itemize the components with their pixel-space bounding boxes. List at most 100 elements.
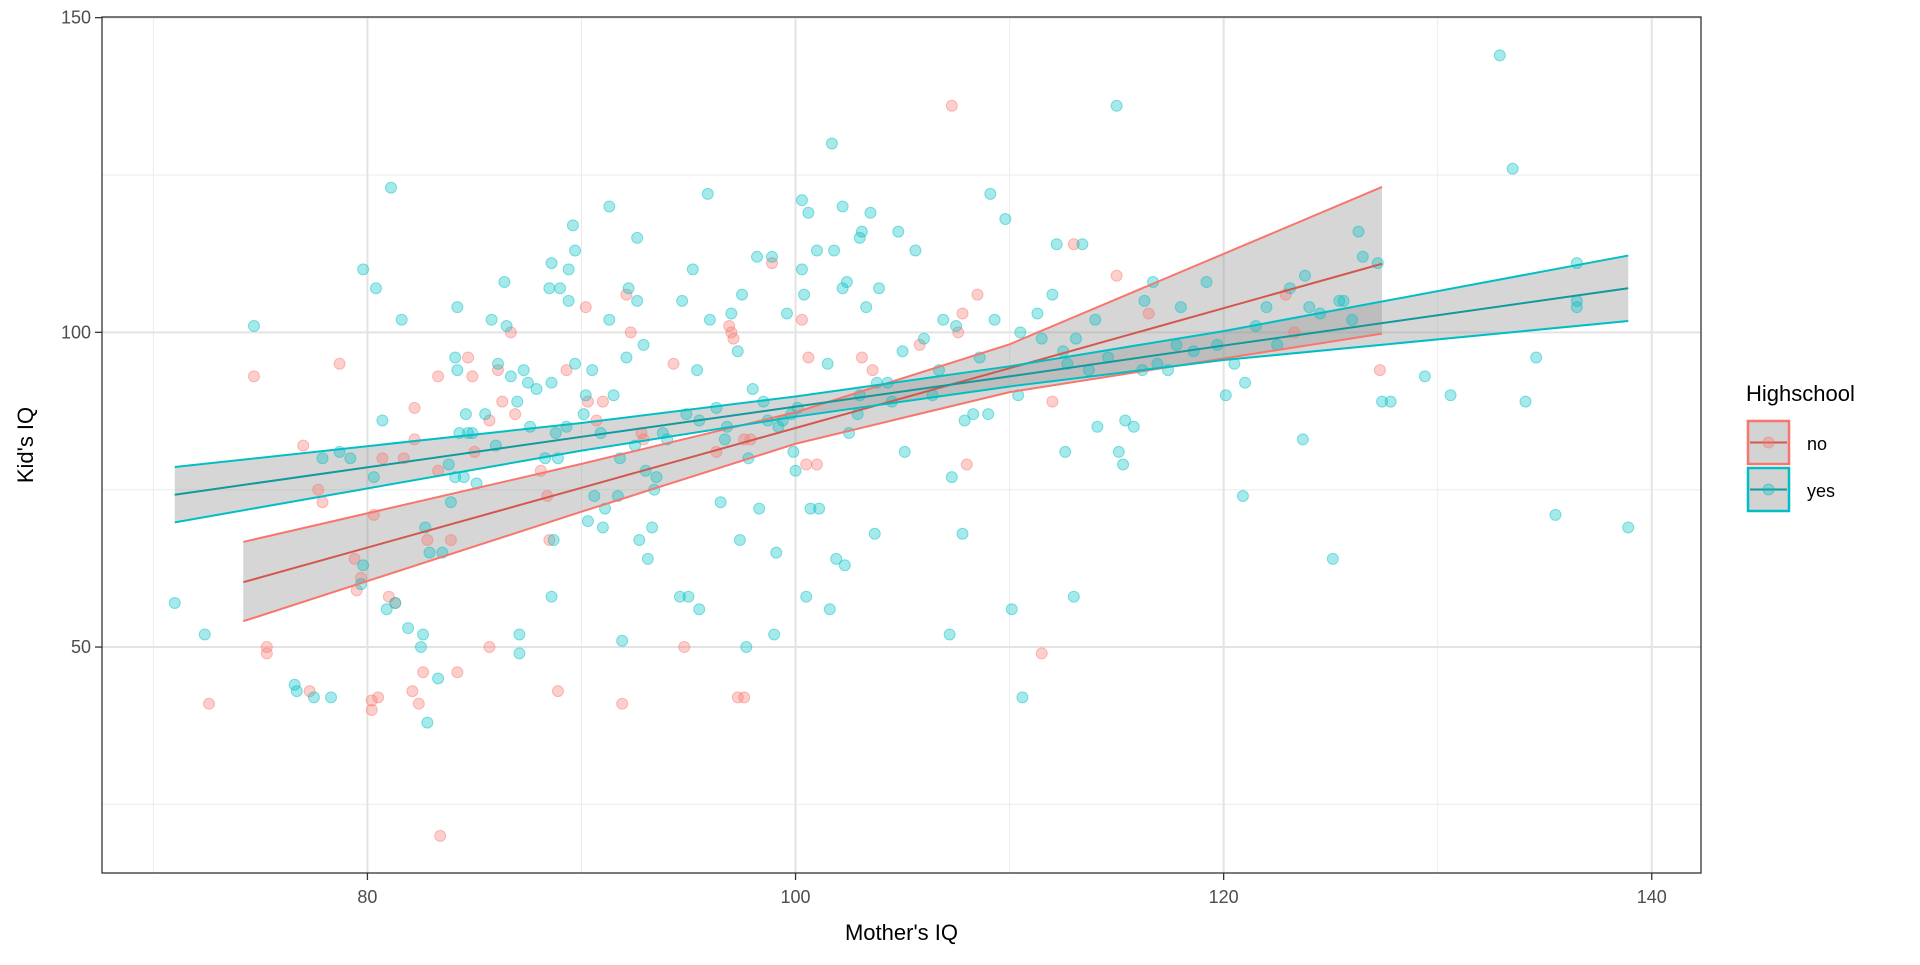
- ci-upper-line-no: [243, 186, 1383, 543]
- data-point-no: [551, 685, 564, 698]
- data-point-yes: [1112, 445, 1125, 458]
- data-point-yes: [896, 345, 909, 358]
- data-point-no: [509, 408, 522, 421]
- data-point-yes: [547, 534, 560, 547]
- data-point-yes: [853, 231, 866, 244]
- data-point-yes: [1506, 162, 1519, 175]
- data-point-yes: [780, 307, 793, 320]
- data-point-yes: [892, 225, 905, 238]
- data-point-yes: [828, 244, 841, 257]
- data-point-yes: [1110, 99, 1123, 112]
- data-point-yes: [751, 250, 764, 263]
- data-point-no: [483, 641, 496, 654]
- data-point-yes: [457, 471, 470, 484]
- data-point-yes: [984, 187, 997, 200]
- data-point-yes: [554, 282, 567, 295]
- data-point-yes: [566, 219, 579, 232]
- data-point-yes: [357, 263, 370, 276]
- data-point-yes: [395, 313, 408, 326]
- data-point-yes: [511, 395, 524, 408]
- data-point-yes: [579, 389, 592, 402]
- data-point-yes: [1418, 370, 1431, 383]
- data-point-no: [725, 326, 738, 339]
- data-point-no: [952, 326, 965, 339]
- data-point-no: [723, 320, 736, 333]
- data-point-yes: [1138, 294, 1151, 307]
- x-tick-label: 120: [1209, 887, 1239, 907]
- data-point-yes: [810, 244, 823, 257]
- data-point-yes: [753, 502, 766, 515]
- data-point-yes: [316, 452, 329, 465]
- data-point-no: [765, 257, 778, 270]
- data-point-yes: [369, 282, 382, 295]
- data-point-yes: [1091, 420, 1104, 433]
- data-point-yes: [1050, 238, 1063, 251]
- data-point-yes: [524, 420, 537, 433]
- legend: Highschool no yes: [1746, 381, 1855, 513]
- data-point-yes: [703, 313, 716, 326]
- x-tick-label: 100: [781, 887, 811, 907]
- data-point-yes: [821, 357, 834, 370]
- data-point-yes: [714, 496, 727, 509]
- data-point-yes: [1298, 269, 1311, 282]
- data-point-yes: [504, 370, 517, 383]
- data-point-no: [382, 590, 395, 603]
- data-point-yes: [479, 408, 492, 421]
- data-point-yes: [562, 263, 575, 276]
- data-point-yes: [513, 647, 526, 660]
- data-point-yes: [691, 364, 704, 377]
- data-point-yes: [357, 559, 370, 572]
- data-point-yes: [198, 628, 211, 641]
- data-point-yes: [562, 294, 575, 307]
- data-point-yes: [545, 590, 558, 603]
- data-point-yes: [1119, 414, 1132, 427]
- data-point-yes: [950, 320, 963, 333]
- data-point-no: [260, 641, 273, 654]
- data-point-yes: [864, 206, 877, 219]
- data-point-yes: [838, 559, 851, 572]
- data-point-no: [971, 288, 984, 301]
- data-point-yes: [830, 552, 843, 565]
- data-point-yes: [1059, 445, 1072, 458]
- data-point-yes: [823, 603, 836, 616]
- data-point-no: [462, 351, 475, 364]
- data-point-no: [616, 697, 629, 710]
- data-point-yes: [1296, 433, 1309, 446]
- data-point-yes: [802, 206, 815, 219]
- y-axis-label: Kid's IQ: [13, 407, 38, 483]
- data-point-yes: [898, 445, 911, 458]
- data-point-yes: [673, 590, 686, 603]
- data-point-yes: [485, 313, 498, 326]
- data-point-no: [731, 691, 744, 704]
- ci-upper-line-yes: [174, 254, 1629, 469]
- data-point-yes: [622, 282, 635, 295]
- data-point-no: [203, 697, 216, 710]
- data-point-yes: [459, 408, 472, 421]
- data-point-yes: [402, 622, 415, 635]
- data-point-yes: [988, 313, 1001, 326]
- data-point-yes: [1530, 351, 1543, 364]
- data-point-yes: [1519, 395, 1532, 408]
- data-point-no: [1035, 647, 1048, 660]
- data-point-no: [1373, 364, 1386, 377]
- confidence-band-no: [243, 186, 1383, 622]
- data-point-no: [303, 685, 316, 698]
- data-point-yes: [731, 345, 744, 358]
- data-point-no: [444, 534, 457, 547]
- data-point-yes: [423, 546, 436, 559]
- data-point-yes: [765, 250, 778, 263]
- data-point-yes: [1014, 326, 1027, 339]
- data-point-no: [376, 452, 389, 465]
- data-point-no: [432, 370, 445, 383]
- data-point-yes: [868, 527, 881, 540]
- data-point-yes: [917, 332, 930, 345]
- data-point-yes: [1127, 420, 1140, 433]
- data-point-yes: [631, 231, 644, 244]
- data-point-no: [620, 288, 633, 301]
- data-point-yes: [836, 200, 849, 213]
- data-point-yes: [1031, 307, 1044, 320]
- data-point-no: [802, 351, 815, 364]
- data-point-no: [247, 370, 260, 383]
- y-axis-ticks: 50 100 150: [61, 8, 102, 657]
- data-point-no: [496, 395, 509, 408]
